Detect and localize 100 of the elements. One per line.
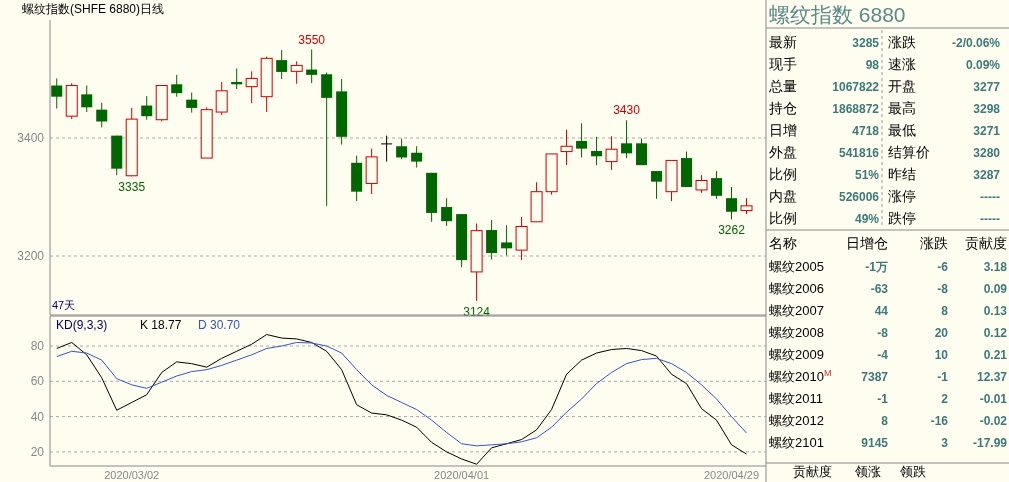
- y-tick-label: 20: [30, 445, 45, 460]
- text: 贡献度: [792, 464, 832, 479]
- candlestick: [306, 49, 318, 84]
- category-label: 贡献度: [965, 235, 1007, 251]
- text: -17.99: [972, 436, 1007, 450]
- candlestick: [636, 138, 648, 166]
- text: 螺纹2008: [769, 325, 824, 340]
- text: 领涨: [855, 464, 881, 479]
- candlestick: [276, 49, 288, 80]
- y-tick-label: 40: [30, 409, 45, 424]
- x-tick-label: 2020/04/29: [703, 469, 760, 481]
- text: 结算价: [888, 144, 930, 160]
- y-tick-label: 3200: [17, 249, 45, 264]
- text: 3.18: [983, 260, 1007, 274]
- text: 日增: [769, 122, 797, 138]
- text: -2/0.06%: [951, 36, 1001, 50]
- text: 10: [934, 348, 948, 362]
- candlestick: [726, 186, 738, 220]
- text: 螺纹2012: [769, 413, 824, 428]
- text: 开盘: [888, 78, 916, 94]
- text: -0.02: [979, 414, 1007, 428]
- text: 20: [934, 326, 948, 340]
- x-tick-label: 2020/04/01: [434, 469, 490, 481]
- candlestick: [171, 74, 183, 98]
- text: 526006: [838, 190, 880, 204]
- text: 3298: [973, 102, 1001, 116]
- candlestick: [290, 60, 303, 85]
- text: 螺纹2007: [769, 303, 824, 318]
- text: 螺纹2006: [769, 281, 824, 296]
- text: 速涨: [888, 56, 916, 72]
- category-label: 日增仓: [846, 235, 888, 251]
- text: 51%: [854, 168, 880, 182]
- text: 8: [881, 414, 888, 428]
- text: -6: [937, 260, 948, 274]
- category-label: 涨跌: [920, 235, 948, 251]
- text: 昨结: [888, 166, 916, 182]
- text: 螺纹2101: [769, 435, 824, 450]
- candlestick: [411, 145, 423, 168]
- chart-title: KD(9,3,3): [56, 318, 108, 332]
- text: 0.09: [983, 282, 1007, 296]
- candlestick: [515, 216, 528, 261]
- text: 8: [941, 304, 948, 318]
- text: 持仓: [769, 100, 797, 116]
- text: 3285: [852, 36, 880, 50]
- text: 49%: [854, 212, 880, 226]
- text: 9145: [861, 436, 888, 450]
- candlestick: [396, 138, 408, 160]
- candlestick: [186, 92, 198, 114]
- candlestick: [501, 224, 513, 256]
- candlestick: [665, 159, 678, 202]
- text: -4: [877, 348, 888, 362]
- y-tick-label: 60: [30, 374, 45, 389]
- candlestick: [96, 102, 108, 128]
- x-tick-label: 2020/03/02: [104, 469, 160, 481]
- text: D 30.70: [198, 318, 241, 332]
- text: -1: [937, 370, 948, 384]
- text: -16: [930, 414, 948, 428]
- annotation: 47天: [52, 299, 76, 311]
- candlestick: [441, 197, 453, 227]
- candlestick: [81, 84, 93, 113]
- text: -63: [870, 282, 888, 296]
- text: -8: [877, 326, 888, 340]
- text: 12.37: [976, 370, 1007, 384]
- text: 现手: [769, 56, 797, 72]
- text: 最低: [888, 122, 916, 138]
- candlestick: [621, 119, 633, 159]
- text: 2: [941, 392, 948, 406]
- candlestick: [711, 170, 723, 200]
- text: 内盘: [769, 188, 797, 204]
- text: 3277: [973, 80, 1001, 94]
- text: 螺纹指数 6880: [769, 3, 906, 26]
- text: 0.12: [983, 326, 1007, 340]
- text: -0.01: [979, 392, 1007, 406]
- text: 3: [941, 436, 948, 450]
- text: 3280: [973, 146, 1001, 160]
- text: 3287: [973, 168, 1001, 182]
- text: 总量: [768, 78, 797, 94]
- candlestick: [651, 170, 663, 200]
- text: 7387: [861, 370, 888, 384]
- text: 0.09%: [965, 58, 1001, 72]
- text: 螺纹2009: [769, 347, 824, 362]
- candlestick: [530, 181, 543, 223]
- text: 领跌: [900, 464, 926, 479]
- annotation: 3262: [718, 223, 746, 238]
- text: 0.21: [983, 348, 1007, 362]
- text: 44: [874, 304, 888, 318]
- text: 螺纹2010$^{M}$: [769, 368, 832, 384]
- text: 外盘: [769, 144, 797, 160]
- annotation: 3335: [118, 180, 146, 195]
- annotation: 3430: [613, 103, 641, 118]
- text: 1868872: [832, 102, 880, 116]
- y-tick-label: 3400: [17, 131, 45, 146]
- text: 最新: [769, 34, 797, 50]
- text: 涨跌: [888, 34, 916, 50]
- text: 541816: [838, 146, 880, 160]
- text: 比例: [769, 210, 797, 226]
- text: K 18.77: [140, 318, 182, 332]
- line-series: [56, 334, 748, 465]
- candlestick: [380, 135, 393, 163]
- candlestick: [321, 72, 333, 207]
